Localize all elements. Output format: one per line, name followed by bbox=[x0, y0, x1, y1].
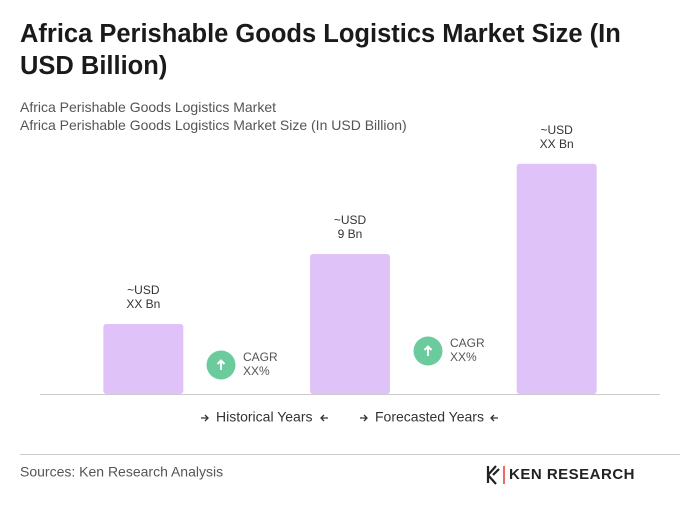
period-label: Forecasted Years bbox=[375, 409, 484, 425]
subtitle: Africa Perishable Goods Logistics Market bbox=[20, 99, 276, 115]
arrow-icon bbox=[320, 414, 328, 422]
subtitle: Africa Perishable Goods Logistics Market… bbox=[20, 117, 407, 133]
arrow-icon bbox=[360, 414, 368, 422]
value-label: ~USD bbox=[540, 123, 573, 137]
cagr-label: CAGR bbox=[243, 350, 278, 364]
logo-icon bbox=[486, 465, 500, 485]
value-label: 9 Bn bbox=[338, 227, 363, 241]
value-label: ~USD bbox=[334, 213, 367, 227]
arrow-icon bbox=[490, 414, 498, 422]
chart-title: Africa Perishable Goods Logistics Market… bbox=[20, 20, 621, 80]
cagr-value: XX% bbox=[450, 350, 477, 364]
source: Sources: Ken Research Analysis bbox=[20, 464, 223, 480]
logo: KEN RESEARCH bbox=[486, 465, 635, 485]
bar bbox=[310, 254, 390, 394]
cagr-value: XX% bbox=[243, 364, 270, 378]
value-label: ~USD bbox=[127, 283, 160, 297]
period-label: Historical Years bbox=[216, 409, 313, 425]
arrow-icon bbox=[201, 414, 209, 422]
value-label: XX Bn bbox=[126, 297, 160, 311]
legend: Historical Years Forecasted Years bbox=[201, 409, 498, 425]
bar bbox=[103, 324, 184, 394]
cagr-label: CAGR bbox=[450, 336, 485, 350]
bar bbox=[516, 163, 597, 394]
cagr-arrow bbox=[423, 345, 433, 356]
value-label: XX Bn bbox=[540, 137, 574, 151]
cagr-arrow bbox=[216, 359, 226, 370]
logo-text: KEN RESEARCH bbox=[509, 466, 635, 483]
header: Africa Perishable Goods Logistics Market… bbox=[20, 18, 670, 134]
